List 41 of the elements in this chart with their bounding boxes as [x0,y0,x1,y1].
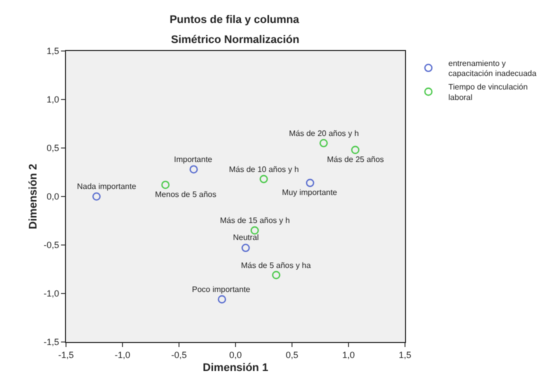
x-tick-label: 1,5 [398,350,412,360]
x-tick-label: 0,0 [229,350,242,360]
annotation: Poco importante [192,285,251,294]
point [242,244,250,252]
annotation: Nada importante [77,182,137,191]
y-tick-label: -1,0 [44,288,60,299]
annotation: Importante [174,155,213,164]
annotation: Más de 10 años y h [229,165,299,174]
x-tick-label: -1,5 [58,350,74,360]
annotation: Más de 15 años y h [220,216,290,225]
y-tick-label: -0,5 [44,240,60,250]
chart-subtitle: Simétrico Normalización [171,34,300,46]
legend-label: Tiempo de vinculación laboral [448,82,528,102]
point [260,174,268,184]
point [351,146,360,154]
x-tick-label: 0,5 [286,350,298,360]
x-tick-label: -1,0 [114,350,130,360]
y-tick-label: 0,0 [46,192,60,202]
legend-label: entrenamiento y capacitación inadecuada [448,58,538,78]
point [161,180,170,190]
y-tick-label: 1,5 [46,46,60,56]
annotation: Más de 5 años y ha [241,261,312,270]
x-axis-title: Dimensión 1 [202,362,268,374]
y-tick-label: -1,5 [44,337,60,348]
annotation: Más de 25 años [327,155,384,164]
y-axis-title: Dimensión 2 [27,164,40,230]
annotation: Neutral [233,233,260,242]
y-tick-label: 1,0 [46,94,60,105]
annotation: Más de 20 años y h [289,129,359,138]
point [92,192,101,201]
x-tick-label: -0,5 [171,350,187,360]
point [319,139,328,148]
chart-title: Puntos de fila y columna [170,14,300,26]
point [306,178,314,188]
point [190,165,198,174]
point [218,295,226,304]
annotation: Menos de 5 años [155,190,216,199]
y-tick-label: 0,5 [46,143,60,154]
x-tick-label: 1,0 [342,350,355,360]
point [272,270,280,280]
annotation: Muy importante [282,188,338,197]
